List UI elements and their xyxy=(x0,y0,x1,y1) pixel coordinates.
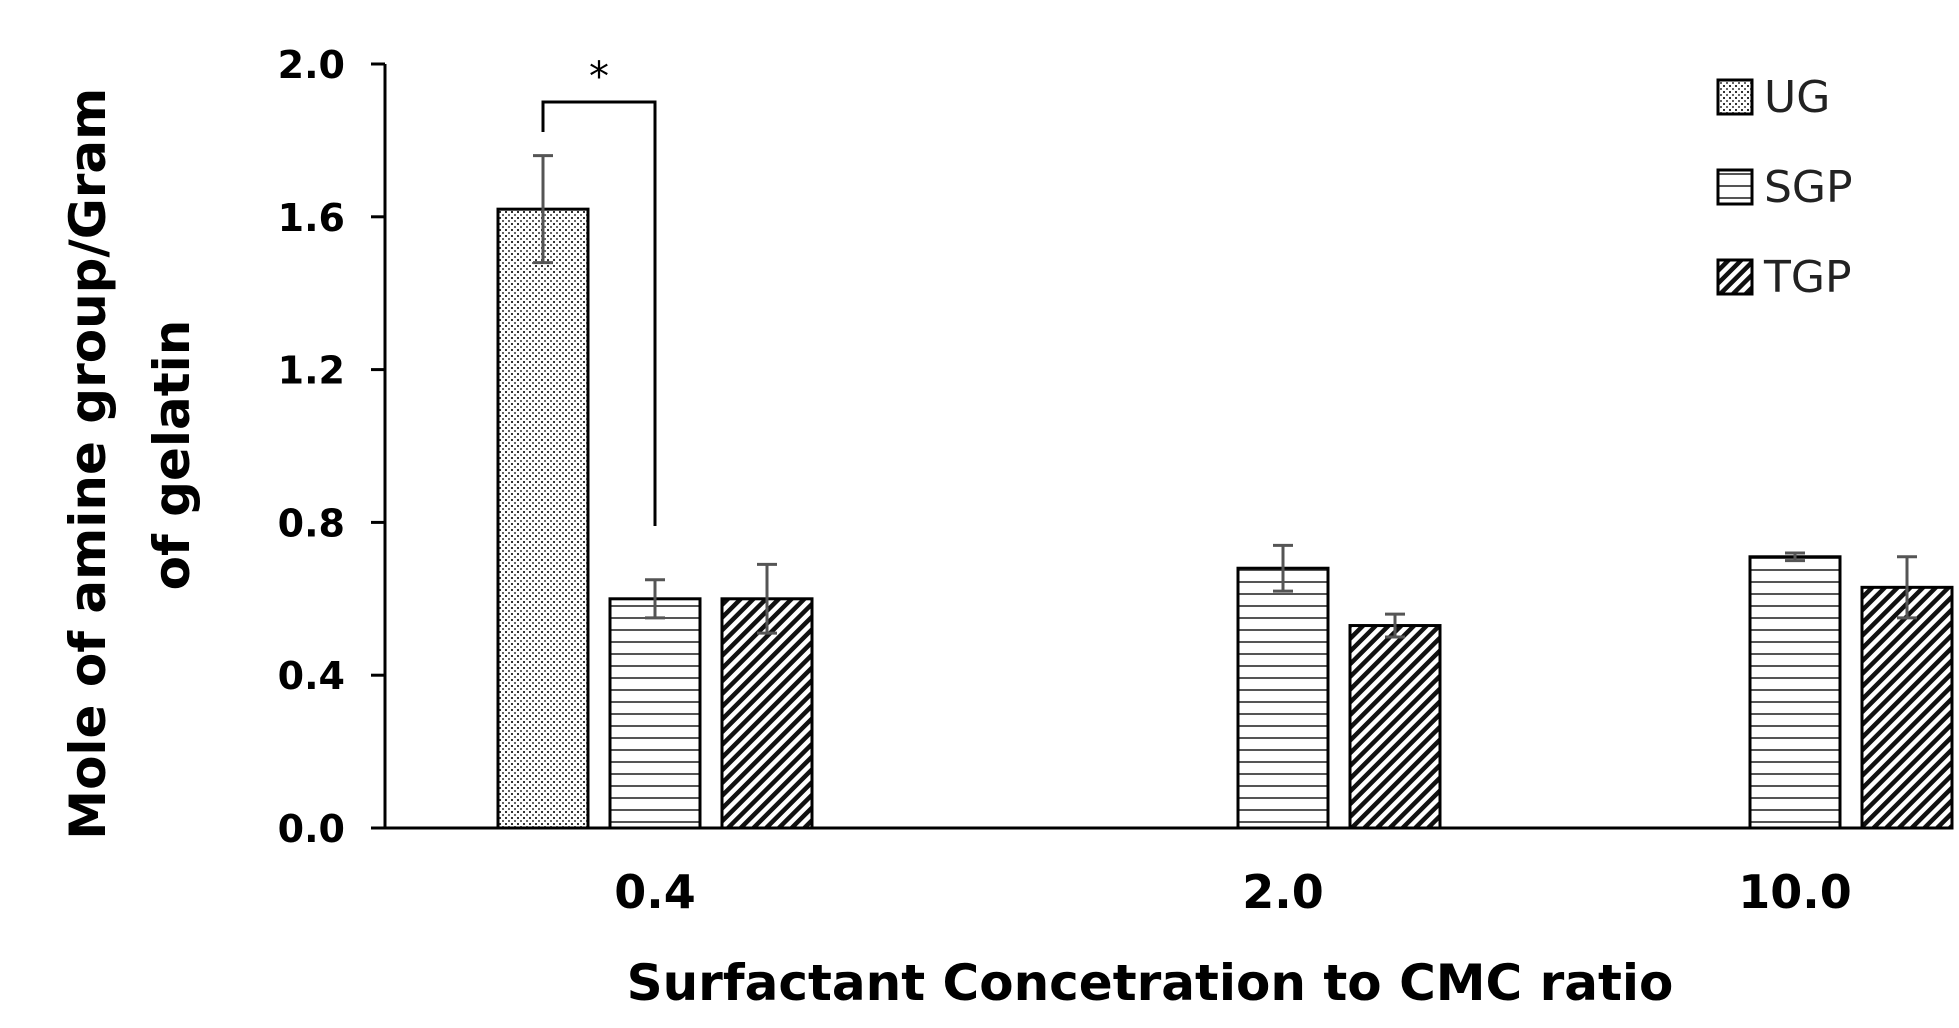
x-tick-labels: 0.4 2.0 10.0 xyxy=(614,865,1852,919)
legend-swatch-tgp xyxy=(1716,258,1754,296)
bars xyxy=(496,207,1954,830)
bar-sgp-10.0 xyxy=(1748,555,1842,830)
legend: UG SGP TGP xyxy=(1716,72,1853,303)
significance-star: * xyxy=(589,54,609,100)
bar-tgp-2.0 xyxy=(1348,624,1442,830)
bar-ug-0.4 xyxy=(496,207,590,830)
y-axis-title: Mole of amine group/Gram of gelatin xyxy=(59,70,201,839)
legend-label-tgp: TGP xyxy=(1763,252,1852,303)
error-bar-tgp-10.0 xyxy=(1897,555,1917,620)
y-tick-label: 0.8 xyxy=(278,501,345,545)
x-axis-title: Surfactant Concetration to CMC ratio xyxy=(627,954,1674,1012)
y-axis-title-line-2: of gelatin xyxy=(143,320,201,591)
y-tick-label: 0.0 xyxy=(278,807,345,851)
x-tick-label: 10.0 xyxy=(1738,865,1852,919)
y-tick-label: 1.2 xyxy=(278,349,345,393)
error-bar-sgp-2.0 xyxy=(1273,543,1293,593)
error-bars xyxy=(533,154,1917,639)
x-tick-label: 2.0 xyxy=(1242,865,1324,919)
legend-label-ug: UG xyxy=(1764,72,1830,123)
y-tick-labels: 0.0 0.4 0.8 1.2 1.6 2.0 xyxy=(278,43,345,851)
legend-swatch-sgp xyxy=(1716,168,1754,206)
error-bar-tgp-2.0 xyxy=(1385,612,1405,639)
error-bar-sgp-10.0 xyxy=(1785,551,1805,563)
y-tick-label: 0.4 xyxy=(278,654,345,698)
y-axis-title-line-1: Mole of amine group/Gram xyxy=(59,88,117,840)
legend-swatch-ug xyxy=(1716,78,1754,116)
axes xyxy=(371,62,1920,830)
error-bar-tgp-0.4 xyxy=(757,562,777,635)
legend-label-sgp: SGP xyxy=(1764,162,1853,213)
y-tick-label: 1.6 xyxy=(278,196,345,240)
bar-sgp-0.4 xyxy=(608,597,702,830)
bar-tgp-0.4 xyxy=(720,597,814,830)
significance-bracket xyxy=(541,100,657,526)
error-bar-sgp-0.4 xyxy=(645,578,665,620)
significance-annotation: * xyxy=(541,54,657,526)
bar-sgp-2.0 xyxy=(1236,566,1330,830)
bar-tgp-10.0 xyxy=(1860,585,1954,830)
x-tick-label: 0.4 xyxy=(614,865,696,919)
error-bar-ug-0.4 xyxy=(533,154,553,265)
y-tick-label: 2.0 xyxy=(278,43,345,87)
